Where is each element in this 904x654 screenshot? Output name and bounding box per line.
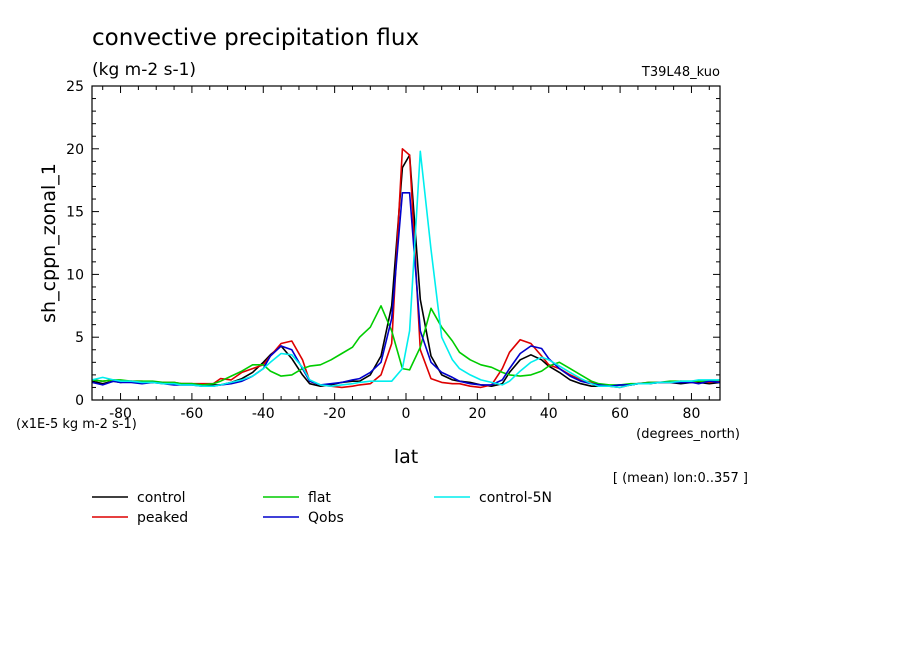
y-tick-label: 15 bbox=[66, 205, 84, 221]
legend-label-qobs: Qobs bbox=[308, 510, 344, 526]
series-line-flat bbox=[91, 304, 721, 386]
x-tick-label: -60 bbox=[180, 406, 203, 422]
y-tick-label: 10 bbox=[66, 267, 84, 283]
legend-label-peaked: peaked bbox=[137, 510, 188, 526]
series-line-control-5n bbox=[91, 150, 720, 389]
legend-label-flat: flat bbox=[308, 490, 331, 506]
x-axis-label: lat bbox=[394, 446, 418, 468]
x-axis-units: (degrees_north) bbox=[636, 427, 740, 442]
plot-frame bbox=[91, 85, 721, 401]
run-label: T39L48_kuo bbox=[641, 65, 720, 80]
x-tick-label: 0 bbox=[402, 406, 411, 422]
legend-label-control-5n: control-5N bbox=[479, 490, 552, 506]
x-tick-label: -80 bbox=[109, 406, 132, 422]
y-tick-label: 5 bbox=[75, 330, 84, 346]
x-tick-label: 20 bbox=[468, 406, 486, 422]
x-tick-label: 40 bbox=[540, 406, 558, 422]
legend: control peaked flat Qobs control-5N bbox=[92, 490, 552, 526]
mean-note: [ (mean) lon:0..357 ] bbox=[613, 471, 748, 486]
chart-units: (kg m-2 s-1) bbox=[92, 60, 196, 80]
x-tick-label: -20 bbox=[323, 406, 346, 422]
x-tick-label: 80 bbox=[683, 406, 701, 422]
y-tick-label: 20 bbox=[66, 142, 84, 158]
y-scale-note: (x1E-5 kg m-2 s-1) bbox=[16, 417, 137, 432]
y-tick-label: 0 bbox=[75, 393, 84, 409]
legend-label-control: control bbox=[137, 490, 186, 506]
series-lines bbox=[91, 148, 721, 389]
x-tick-label: 60 bbox=[611, 406, 629, 422]
y-axis-label: sh_cppn_zonal_1 bbox=[38, 163, 60, 323]
y-tick-label: 25 bbox=[66, 79, 84, 95]
x-tick-label: -40 bbox=[252, 406, 275, 422]
chart-title: convective precipitation flux bbox=[92, 25, 419, 51]
series-line-qobs bbox=[91, 192, 721, 388]
